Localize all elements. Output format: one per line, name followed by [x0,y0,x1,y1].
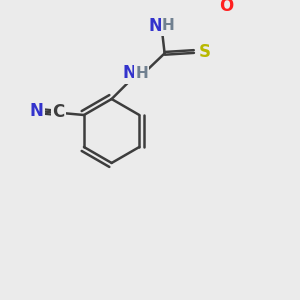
Text: C: C [52,103,64,121]
Text: H: H [162,18,175,33]
Text: N: N [123,64,137,82]
Text: H: H [135,66,148,81]
Text: N: N [148,17,162,35]
Text: N: N [29,102,44,120]
Text: O: O [220,0,234,15]
Text: S: S [199,43,211,61]
